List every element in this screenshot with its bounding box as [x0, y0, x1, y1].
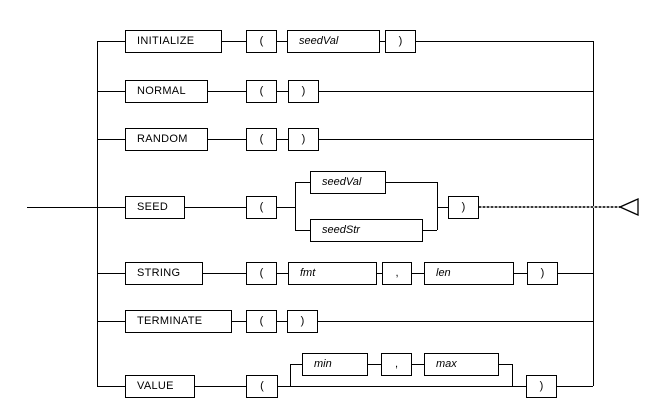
initialize-seedval-param-box: seedVal: [287, 30, 380, 53]
normal-lparen-box: (: [246, 80, 277, 103]
terminate-connector-line: [97, 321, 125, 322]
terminate-lparen-box: (: [246, 310, 277, 333]
seed-connector-line: [277, 207, 295, 208]
seedstr-branch-line: [423, 230, 437, 231]
normal-connector-line: [208, 91, 246, 92]
left-branch-rail: [97, 41, 98, 386]
string-connector-line: [412, 273, 424, 274]
seedval-branch-line: [295, 182, 310, 183]
value-connector-line: [557, 386, 593, 387]
seed-seedstr-param-box: seedStr: [310, 219, 423, 242]
string-connector-line: [514, 273, 527, 274]
seed-seedval-param-box: seedVal: [310, 171, 386, 194]
string-connector-line: [97, 273, 125, 274]
terminate-connector-line: [277, 321, 287, 322]
string-fmt-param-box: fmt: [288, 262, 377, 285]
exit-line-dithered: [479, 206, 620, 208]
normal-rparen-box: ): [288, 80, 319, 103]
terminate-connector-line: [318, 321, 593, 322]
seed-connector-line: [437, 207, 448, 208]
random-lparen-box: (: [246, 128, 277, 151]
entry-line: [27, 207, 125, 208]
seed-alt-split-rail: [295, 182, 296, 230]
exit-arrow-icon: [619, 198, 639, 216]
initialize-connector-line: [277, 41, 287, 42]
seedstr-branch-line: [295, 230, 310, 231]
random-connector-line: [208, 139, 246, 140]
string-connector-line: [377, 273, 382, 274]
value-connector-line: [97, 386, 125, 387]
string-len-param-box: len: [424, 262, 514, 285]
initialize-keyword-box: INITIALIZE: [125, 30, 222, 53]
initialize-lparen-box: (: [246, 30, 277, 53]
string-connector-line: [203, 273, 246, 274]
seed-keyword-box: SEED: [125, 196, 185, 219]
value-max-param-box: max: [424, 353, 499, 376]
string-keyword-box: STRING: [125, 262, 203, 285]
seed-lparen-box: (: [246, 196, 277, 219]
value-comma-box: ,: [381, 353, 412, 376]
terminate-rparen-box: ): [287, 310, 318, 333]
string-rparen-box: ): [527, 262, 558, 285]
random-connector-line: [319, 139, 593, 140]
string-lparen-box: (: [246, 262, 277, 285]
random-keyword-box: RANDOM: [125, 128, 208, 151]
seed-rparen-box: ): [448, 196, 479, 219]
value-keyword-box: VALUE: [125, 375, 195, 398]
normal-connector-line: [97, 91, 125, 92]
normal-connector-line: [277, 91, 288, 92]
seedval-branch-line: [386, 182, 437, 183]
value-connector-line: [195, 386, 246, 387]
value-optional-branch-line: [412, 364, 424, 365]
string-connector-line: [277, 273, 288, 274]
right-merge-rail: [593, 41, 594, 386]
string-comma-box: ,: [382, 262, 412, 285]
normal-keyword-box: NORMAL: [125, 80, 208, 103]
string-connector-line: [558, 273, 593, 274]
initialize-connector-line: [222, 41, 246, 42]
value-lparen-box: (: [246, 375, 278, 398]
terminate-keyword-box: TERMINATE: [125, 310, 232, 333]
value-min-param-box: min: [302, 353, 368, 376]
random-rparen-box: ): [288, 128, 319, 151]
value-optional-branch-line: [499, 364, 512, 365]
random-connector-line: [277, 139, 288, 140]
terminate-connector-line: [232, 321, 246, 322]
value-optional-split-rail: [290, 364, 291, 386]
initialize-rparen-box: ): [385, 30, 416, 53]
seed-alt-merge-rail: [437, 182, 438, 230]
initialize-connector-line: [97, 41, 125, 42]
value-optional-merge-rail: [512, 364, 513, 386]
value-optional-branch-line: [368, 364, 381, 365]
value-optional-branch-line: [290, 364, 302, 365]
value-rparen-box: ): [526, 375, 557, 398]
random-connector-line: [97, 139, 125, 140]
initialize-connector-line: [416, 41, 593, 42]
initialize-connector-line: [380, 41, 385, 42]
normal-connector-line: [319, 91, 593, 92]
seed-connector-line: [185, 207, 246, 208]
value-bypass-line: [278, 386, 526, 387]
